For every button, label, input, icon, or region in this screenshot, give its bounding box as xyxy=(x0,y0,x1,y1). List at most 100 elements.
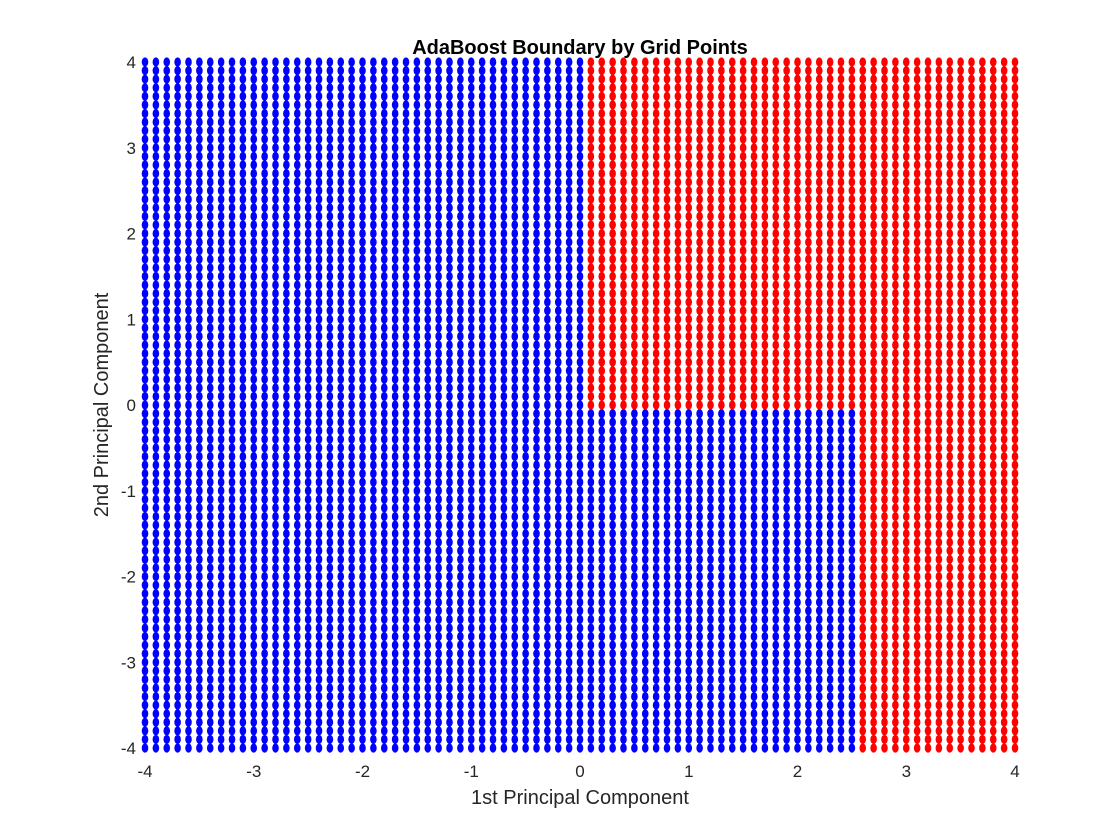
grid-point xyxy=(783,571,790,582)
grid-point xyxy=(337,580,345,590)
grid-point xyxy=(228,306,236,316)
grid-point xyxy=(359,683,366,693)
grid-point xyxy=(489,717,497,727)
grid-point xyxy=(576,357,584,367)
grid-point xyxy=(467,246,475,256)
grid-point xyxy=(696,649,703,659)
grid-point xyxy=(750,451,758,462)
grid-point xyxy=(402,374,410,384)
grid-point xyxy=(544,451,551,462)
grid-point xyxy=(380,143,388,153)
grid-point xyxy=(304,683,312,693)
grid-point xyxy=(250,571,258,582)
grid-point xyxy=(283,383,290,393)
grid-point xyxy=(674,597,682,607)
grid-point xyxy=(533,494,540,504)
grid-point xyxy=(598,691,606,702)
grid-point xyxy=(631,546,638,556)
grid-point xyxy=(533,117,540,127)
grid-point xyxy=(674,666,682,676)
grid-point xyxy=(283,160,290,170)
grid-point xyxy=(772,640,780,650)
grid-point xyxy=(587,631,595,642)
grid-point xyxy=(424,460,432,470)
grid-point xyxy=(511,246,519,256)
grid-point xyxy=(794,306,801,316)
grid-point xyxy=(315,734,323,745)
grid-point xyxy=(587,391,595,402)
grid-point xyxy=(391,160,399,170)
grid-point xyxy=(228,323,236,333)
grid-point xyxy=(631,383,638,393)
grid-point xyxy=(478,486,486,496)
grid-point xyxy=(435,563,442,573)
grid-point xyxy=(424,194,432,204)
grid-point xyxy=(337,357,345,367)
grid-point xyxy=(163,143,171,153)
grid-point xyxy=(783,717,790,727)
grid-point xyxy=(489,529,497,539)
grid-point xyxy=(489,511,497,522)
grid-point xyxy=(685,631,693,642)
grid-point xyxy=(391,57,399,67)
grid-point xyxy=(446,280,453,290)
grid-point xyxy=(750,366,758,376)
grid-point xyxy=(413,100,421,110)
grid-point xyxy=(609,408,616,419)
grid-point xyxy=(739,237,747,247)
grid-point xyxy=(750,520,758,530)
grid-point xyxy=(609,460,616,470)
grid-point xyxy=(304,228,312,239)
grid-point xyxy=(185,486,192,496)
grid-point xyxy=(272,606,279,616)
grid-point xyxy=(348,529,355,539)
grid-point xyxy=(304,614,312,624)
grid-point xyxy=(587,426,595,436)
grid-point xyxy=(217,237,225,247)
grid-point xyxy=(196,314,203,324)
grid-point xyxy=(663,546,671,556)
grid-point xyxy=(707,451,714,462)
grid-point xyxy=(228,408,236,419)
grid-point xyxy=(359,151,366,161)
grid-point xyxy=(272,734,279,745)
grid-point xyxy=(554,263,562,273)
grid-point xyxy=(391,640,399,650)
grid-point xyxy=(141,331,149,341)
grid-point xyxy=(500,211,508,221)
grid-point xyxy=(315,143,323,153)
grid-point xyxy=(794,674,801,685)
grid-point xyxy=(728,57,736,67)
grid-point xyxy=(250,331,258,341)
grid-point xyxy=(283,177,290,187)
grid-point xyxy=(761,297,769,307)
grid-point xyxy=(620,254,627,264)
grid-point xyxy=(794,520,801,530)
grid-point xyxy=(522,237,529,247)
grid-point xyxy=(772,340,780,350)
grid-point xyxy=(707,228,714,239)
grid-point xyxy=(228,426,236,436)
grid-point xyxy=(663,426,671,436)
grid-point xyxy=(587,623,595,633)
grid-point xyxy=(413,126,421,136)
grid-point xyxy=(435,323,442,333)
grid-point xyxy=(326,623,334,633)
grid-point xyxy=(511,726,519,736)
grid-point xyxy=(772,511,780,522)
grid-point xyxy=(152,649,160,659)
grid-point xyxy=(728,640,736,650)
grid-point xyxy=(315,366,323,376)
grid-point xyxy=(685,194,693,204)
grid-point xyxy=(783,160,790,170)
grid-point xyxy=(565,486,573,496)
grid-point xyxy=(228,597,236,607)
grid-point xyxy=(674,580,682,590)
grid-point xyxy=(141,426,149,436)
grid-point xyxy=(272,546,279,556)
grid-point xyxy=(163,297,171,307)
grid-point xyxy=(163,537,171,547)
grid-point xyxy=(380,709,388,719)
grid-point xyxy=(500,168,508,179)
grid-point xyxy=(424,117,432,127)
